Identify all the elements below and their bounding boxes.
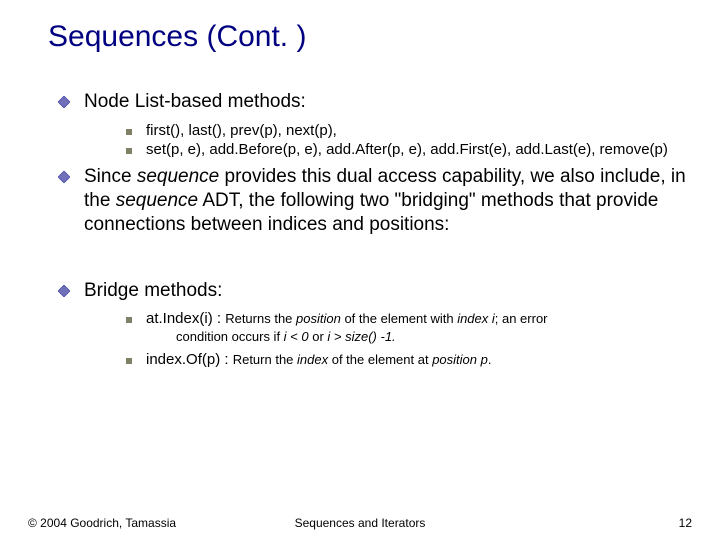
desc-part: Return the	[233, 352, 297, 367]
text-part: Since	[84, 166, 137, 187]
sub-bullet-1: first(), last(), prev(p), next(p),	[126, 122, 690, 141]
sub-bullet-atindex: at.Index(i) : Returns the position of th…	[126, 310, 690, 329]
desc-part: .	[488, 352, 492, 367]
desc-part: of the element with	[341, 311, 457, 326]
bullet-since: Since sequence provides this dual access…	[58, 165, 690, 236]
cond-part: condition occurs if	[176, 329, 284, 344]
sub-bullet-2: set(p, e), add.Before(p, e), add.After(p…	[126, 141, 690, 160]
desc-italic: index	[297, 352, 328, 367]
cond-italic: i < 0	[284, 329, 309, 344]
bullet-bridge: Bridge methods:	[58, 279, 690, 303]
bullet-text: Bridge methods:	[84, 279, 222, 303]
footer-page-number: 12	[679, 516, 692, 530]
cond-italic: i > size() -1.	[327, 329, 395, 344]
method-sig: at.Index(i) :	[146, 310, 225, 327]
bullet-text: Node List-based methods:	[84, 90, 306, 114]
square-icon	[126, 148, 132, 154]
sub-text: first(), last(), prev(p), next(p),	[146, 122, 337, 141]
diamond-icon	[58, 96, 70, 108]
bullet-text: Since sequence provides this dual access…	[84, 165, 690, 236]
footer-title: Sequences and Iterators	[0, 516, 720, 530]
sub-text: index.Of(p) : Return the index of the el…	[146, 351, 491, 370]
square-icon	[126, 129, 132, 135]
atindex-cond: condition occurs if i < 0 or i > size() …	[176, 329, 690, 345]
italic-sequence: sequence	[137, 166, 219, 187]
desc-part: Returns the	[225, 311, 296, 326]
diamond-icon	[58, 171, 70, 183]
sub-bullet-indexof: index.Of(p) : Return the index of the el…	[126, 351, 690, 370]
slide-title: Sequences (Cont. )	[48, 20, 690, 54]
diamond-icon	[58, 285, 70, 297]
method-sig: index.Of(p) :	[146, 351, 233, 368]
sub-text: set(p, e), add.Before(p, e), add.After(p…	[146, 141, 668, 160]
square-icon	[126, 317, 132, 323]
bullet-node-list: Node List-based methods:	[58, 90, 690, 114]
desc-part: of the element at	[328, 352, 432, 367]
square-icon	[126, 358, 132, 364]
desc-italic: position	[296, 311, 341, 326]
desc-italic: index i	[457, 311, 495, 326]
sub-text: at.Index(i) : Returns the position of th…	[146, 310, 548, 329]
desc-part: ; an error	[495, 311, 548, 326]
desc-italic: position p	[432, 352, 488, 367]
italic-sequence: sequence	[116, 190, 198, 211]
cond-part: or	[309, 329, 328, 344]
